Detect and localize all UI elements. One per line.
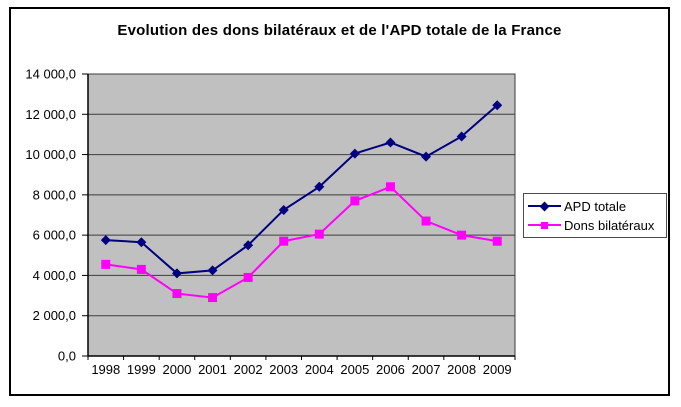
legend-label: Dons bilatéraux	[564, 217, 655, 233]
marker-dons-bilateraux	[314, 229, 324, 239]
marker-dons-bilateraux	[421, 216, 431, 226]
marker-dons-bilateraux	[350, 196, 360, 206]
marker-dons-bilateraux	[208, 293, 218, 303]
x-tick-label: 1998	[91, 362, 120, 377]
x-tick-label: 2003	[269, 362, 298, 377]
marker-apd-totale	[171, 268, 182, 279]
marker-apd-totale	[456, 131, 467, 142]
y-tick-label: 8 000,0	[33, 187, 76, 202]
marker-dons-bilateraux	[101, 259, 111, 269]
x-tick-label: 2007	[412, 362, 441, 377]
y-tick-label: 4 000,0	[33, 268, 76, 283]
y-tick-label: 10 000,0	[25, 147, 76, 162]
marker-apd-totale	[136, 237, 147, 248]
marker-dons-bilateraux	[279, 236, 289, 246]
x-tick-label: 2005	[340, 362, 369, 377]
marker-apd-totale	[492, 100, 503, 111]
y-tick-label: 2 000,0	[33, 308, 76, 323]
marker-dons-bilateraux	[243, 272, 253, 282]
marker-apd-totale	[421, 151, 432, 162]
legend-label: APD totale	[564, 198, 627, 214]
chart-title: Evolution des dons bilatéraux et de l'AP…	[117, 22, 562, 39]
marker-dons-bilateraux	[172, 289, 182, 299]
marker-apd-totale	[385, 137, 396, 148]
marker-dons-bilateraux	[385, 182, 395, 192]
x-tick-label: 2009	[483, 362, 512, 377]
marker-dons-bilateraux	[136, 264, 146, 274]
y-tick-label: 12 000,0	[25, 107, 76, 122]
x-tick-label: 2006	[376, 362, 405, 377]
x-tick-label: 2002	[234, 362, 263, 377]
marker-dons-bilateraux	[457, 230, 467, 240]
marker-apd-totale	[243, 240, 254, 251]
legend-item-apd-totale: APD totale	[528, 197, 664, 216]
x-tick-label: 2000	[162, 362, 191, 377]
y-tick-label: 0,0	[58, 349, 76, 364]
x-tick-label: 1999	[127, 362, 156, 377]
x-tick-label: 2001	[198, 362, 227, 377]
dons-bilateraux-marker-icon	[528, 220, 561, 231]
plot-area	[87, 73, 516, 357]
apd-totale-marker-icon	[528, 201, 561, 212]
legend: APD totale Dons bilatéraux	[523, 193, 667, 238]
chart-figure: Evolution des dons bilatéraux et de l'AP…	[9, 7, 670, 396]
y-tick-label: 14 000,0	[25, 67, 76, 82]
marker-dons-bilateraux	[492, 236, 502, 246]
marker-apd-totale	[207, 265, 218, 276]
marker-apd-totale	[349, 148, 360, 159]
x-tick-label: 2004	[305, 362, 334, 377]
x-tick-label: 2008	[447, 362, 476, 377]
y-tick-label: 6 000,0	[33, 228, 76, 243]
marker-apd-totale	[100, 235, 111, 246]
marker-apd-totale	[278, 204, 289, 215]
series-line-dons-bilateraux	[105, 185, 498, 299]
plot-svg: 0,0 2 000,0 4 000,0 6 000,0 8 000,0 10 000,0 1…	[25, 67, 516, 377]
series-line-apd-totale	[105, 104, 498, 275]
marker-apd-totale	[314, 181, 325, 192]
legend-item-dons-bilateraux: Dons bilatéraux	[528, 216, 664, 235]
